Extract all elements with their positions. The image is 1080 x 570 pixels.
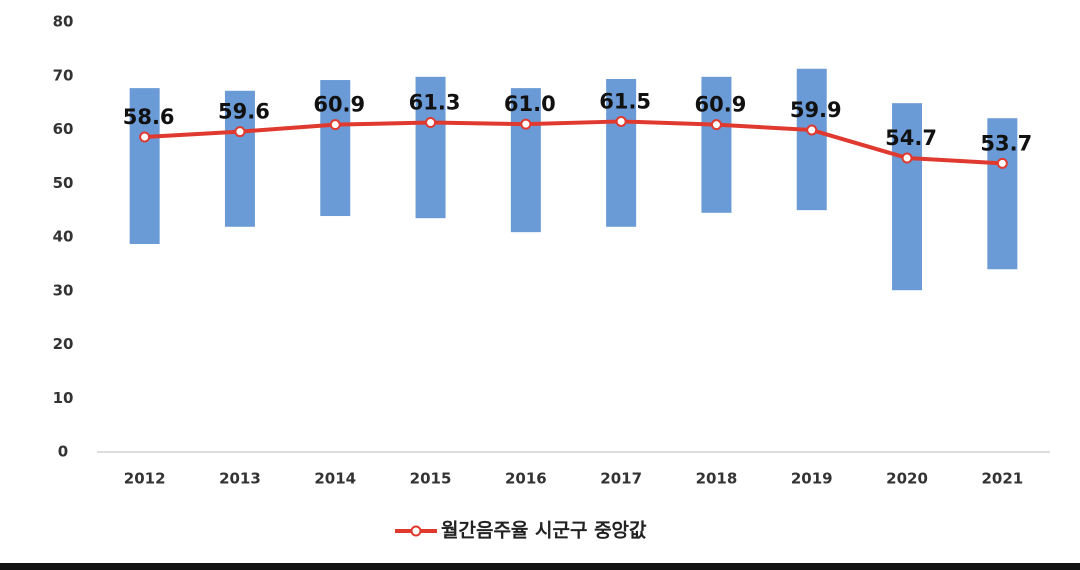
- marker: [996, 157, 1008, 169]
- y-tick-label: 70: [53, 66, 74, 84]
- data-label: 61.3: [409, 91, 461, 115]
- x-tick-label: 2021: [981, 470, 1023, 488]
- x-tick-label: 2020: [886, 470, 928, 488]
- x-tick-label: 2012: [124, 470, 166, 488]
- marker: [425, 117, 437, 129]
- screen-edge: [0, 563, 1080, 570]
- marker: [615, 115, 627, 127]
- x-tick-label: 2017: [600, 470, 642, 488]
- marker: [806, 124, 818, 136]
- range-bar: [606, 78, 637, 227]
- range-bar: [987, 118, 1018, 270]
- line: [144, 119, 1003, 166]
- marker: [329, 119, 341, 131]
- x-tick-label: 2018: [696, 470, 738, 488]
- data-label: 60.9: [695, 93, 747, 117]
- range-bar: [892, 103, 923, 291]
- marker: [710, 119, 722, 131]
- data-label: 61.0: [504, 92, 556, 116]
- marker: [139, 131, 151, 143]
- data-label: 60.9: [313, 93, 365, 117]
- marker: [520, 118, 532, 130]
- x-tick-label: 2015: [410, 470, 452, 488]
- range-bar: [224, 90, 255, 227]
- y-tick-label: 40: [53, 228, 74, 246]
- y-tick-label: 60: [53, 120, 74, 138]
- range-bar: [701, 76, 732, 213]
- marker: [901, 152, 913, 164]
- data-label: 59.6: [218, 100, 270, 124]
- x-tick-label: 2014: [314, 470, 356, 488]
- data-label: 58.6: [123, 105, 175, 129]
- range-bar: [415, 76, 446, 219]
- data-label: 61.5: [599, 89, 651, 113]
- legend-label: 월간음주율 시군구 중앙값: [441, 520, 647, 542]
- data-label: 54.7: [885, 126, 937, 150]
- range-bar: [129, 88, 160, 244]
- x-tick-label: 2019: [791, 470, 833, 488]
- y-tick-label: 80: [53, 13, 74, 31]
- marker: [234, 126, 246, 138]
- y-tick-label: 50: [53, 174, 74, 192]
- y-tick-label: 0: [58, 443, 68, 461]
- range-bar: [320, 80, 351, 217]
- data-label: 59.9: [790, 98, 842, 122]
- data-label: 53.7: [980, 131, 1032, 155]
- y-tick-label: 10: [53, 389, 74, 407]
- range-bar: [796, 68, 827, 211]
- y-tick-label: 20: [53, 335, 74, 353]
- range-bar: [510, 88, 541, 233]
- x-tick-label: 2016: [505, 470, 547, 488]
- y-tick-label: 30: [53, 281, 74, 299]
- x-tick-label: 2013: [219, 470, 261, 488]
- legend-marker: [410, 525, 422, 537]
